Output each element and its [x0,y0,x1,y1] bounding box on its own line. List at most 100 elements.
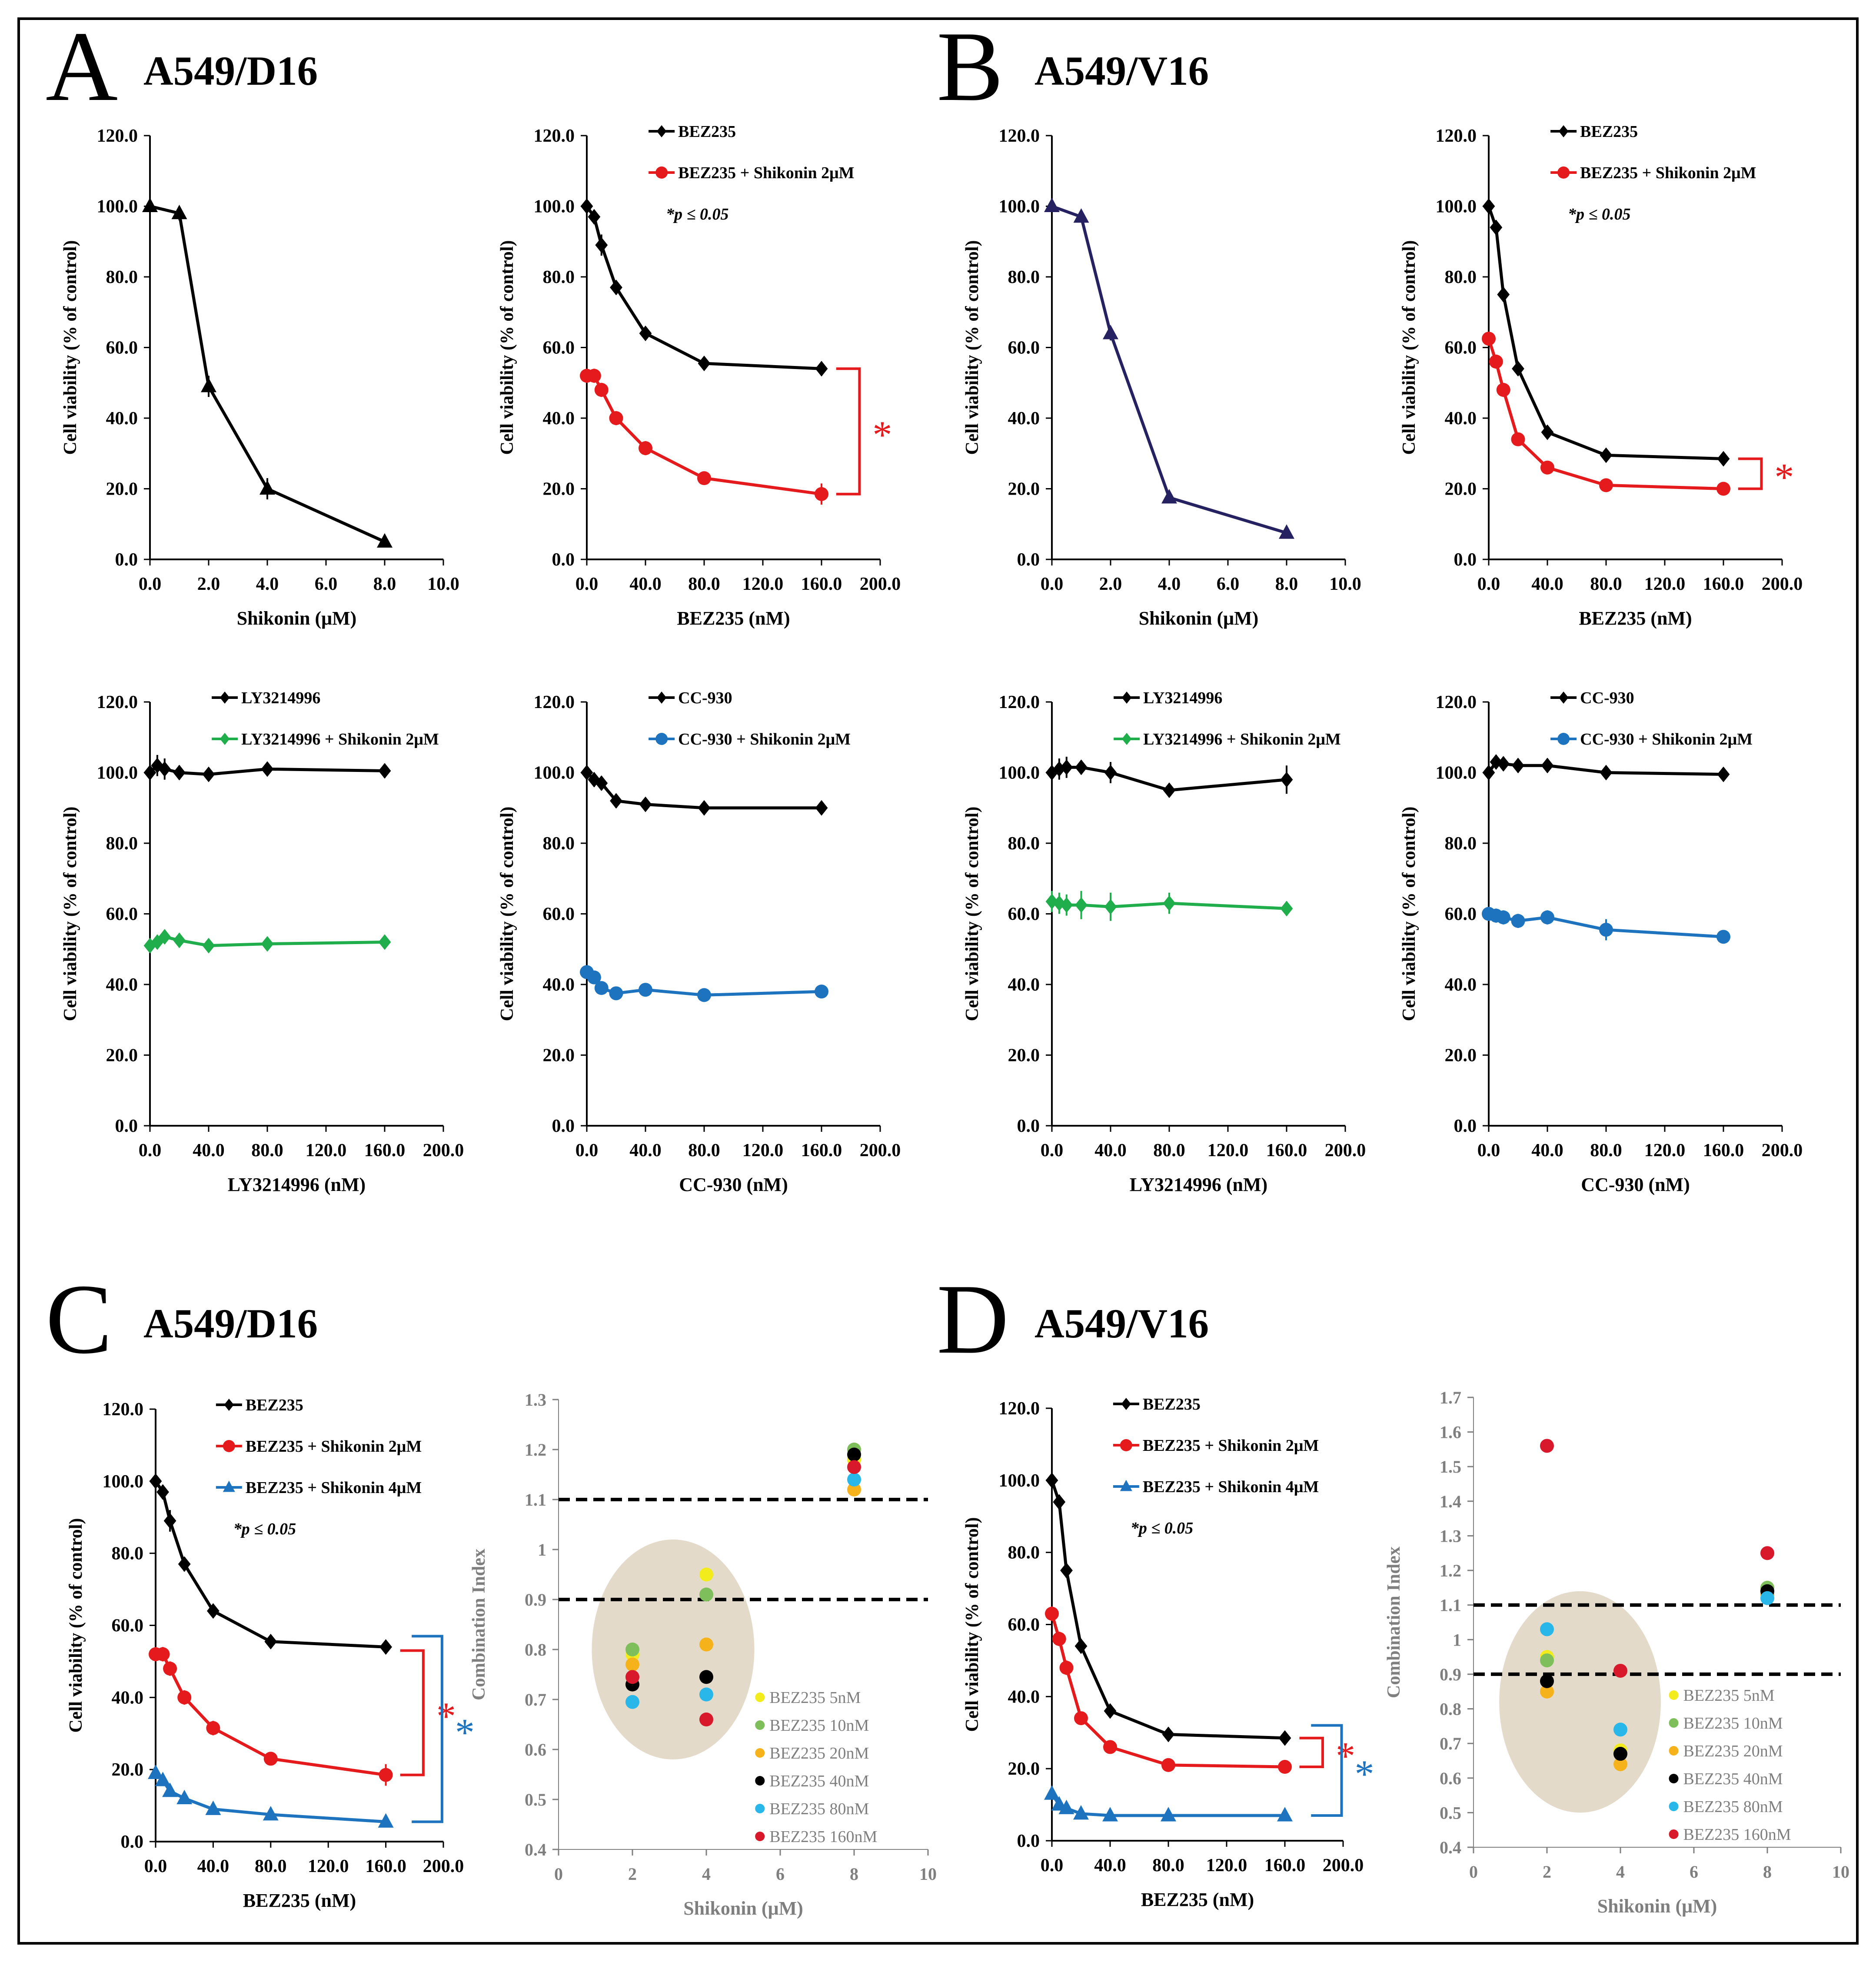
synergy-ellipse [1499,1591,1661,1813]
data-point [609,411,623,425]
significance-note: *p ≤ 0.05 [1131,1519,1193,1537]
x-tick-label: 6.0 [1217,574,1240,594]
series-1 [1045,1606,1292,1774]
y-tick-label: 1.2 [1440,1561,1461,1580]
y-tick-label: 0.0 [1454,550,1477,570]
chart-a1: 0.0 20.0 40.0 60.0 80.0 100.0 120.0 0.0 2.0 4.0 6.… [60,126,459,629]
data-point [1496,910,1510,924]
data-point [815,487,828,501]
y-tick-label: 40.0 [106,975,138,995]
y-tick-label: 80.0 [543,834,575,854]
data-point [1161,1758,1175,1772]
series-line [1050,1613,1285,1769]
x-tick-label: 10.0 [427,574,459,594]
data-point [1599,923,1613,937]
y-tick-label: 100.0 [999,1471,1040,1491]
x-tick-label: 40.0 [1531,574,1563,594]
data-point [1600,447,1613,463]
legend-label: LY3214996 [1143,689,1222,707]
y-tick-label: 60.0 [1008,338,1040,358]
y-tick-label: 0.0 [552,1116,575,1136]
data-point [378,934,391,950]
x-tick-label: 40.0 [197,1856,230,1876]
x-tick-label: 2 [628,1864,637,1884]
significance-star: * [1774,456,1794,499]
y-tick-label: 0.8 [1440,1699,1461,1719]
data-point [1482,332,1496,346]
y-tick-label: 60.0 [106,338,138,358]
legend-label: BEZ235 [678,123,736,141]
legend-label: BEZ235 160nM [1683,1826,1791,1844]
data-point [580,765,593,781]
cell-line-title-c: A549/D16 [143,1300,318,1347]
ci-point [699,1567,713,1582]
ci-point [1540,1653,1554,1668]
x-tick-label: 120.0 [306,1141,347,1161]
data-point [1060,897,1073,913]
x-tick-label: 160.0 [801,1141,842,1161]
x-tick-label: 160.0 [801,574,842,594]
x-tick-label: 6 [1690,1862,1698,1882]
x-tick-label: 8 [1763,1862,1772,1882]
panel-letter-b: B [937,11,1003,122]
significance-note: *p ≤ 0.05 [233,1520,296,1538]
legend-marker [656,125,667,137]
legend-marker [1558,692,1569,704]
ci-point [1540,1439,1554,1453]
cell-line-title-a: A549/D16 [143,48,318,94]
legend-label: BEZ235 20nM [769,1744,869,1762]
y-tick-label: 1.3 [1440,1526,1461,1546]
y-tick-label: 1.1 [1440,1596,1461,1615]
x-axis-label: BEZ235 (nM) [1141,1889,1254,1910]
legend-marker [755,1804,765,1813]
cell-line-title-b: A549/V16 [1034,48,1209,94]
y-tick-label: 20.0 [106,479,138,499]
y-tick-label: 20.0 [543,1046,575,1066]
series-0 [580,198,828,377]
legend-marker [755,1832,765,1841]
ci-point [699,1670,713,1684]
y-tick-label: 0.6 [525,1740,546,1759]
y-tick-label: 120.0 [103,1400,144,1420]
y-axis-label: Cell viability (% of control) [66,1518,86,1733]
significance-bracket [412,1635,443,1823]
x-axis-label: BEZ235 (nM) [1579,608,1692,629]
y-tick-label: 0.8 [525,1640,546,1659]
x-tick-label: 120.0 [1207,1141,1249,1161]
series-1 [1482,907,1730,944]
y-tick-label: 60.0 [543,338,575,358]
data-point [151,934,164,950]
data-point [158,929,171,945]
x-tick-label: 80.0 [1590,574,1622,594]
data-point [259,480,275,495]
series-1 [580,369,828,505]
x-tick-label: 0 [1469,1862,1478,1882]
y-tick-label: 0.5 [525,1790,546,1809]
data-point [595,775,608,791]
legend-marker [755,1720,765,1730]
y-tick-label: 60.0 [106,905,138,924]
ci-point [625,1695,639,1709]
y-axis-label: Cell viability (% of control) [962,240,982,455]
data-point [1044,1785,1060,1800]
data-point [206,1721,220,1735]
data-point [1599,478,1613,492]
y-tick-label: 60.0 [1445,905,1477,924]
data-point [609,986,623,1001]
y-tick-label: 40.0 [1008,1687,1040,1707]
y-tick-label: 40.0 [1445,975,1477,995]
data-point [1280,901,1293,917]
series-2 [1044,1785,1293,1822]
x-tick-label: 160.0 [1703,574,1744,594]
chart-c2: 0.4 0.5 0.6 0.7 0.8 0.9 1 1.1 1.2 1.3 0 2 4 6 8 10 Shiko… [469,1390,937,1919]
significance-note: *p ≤ 0.05 [1568,205,1630,223]
legend-label: LY3214996 [241,689,320,707]
data-point [697,988,711,1002]
data-point [177,1690,192,1705]
x-axis-label: Shikonin (μM) [1139,608,1259,629]
legend-label: CC-930 [678,689,732,707]
y-tick-label: 0.0 [1017,550,1040,570]
chart-b3: 0.0 20.0 40.0 60.0 80.0 100.0 120.0 0.0 40.0 80.0… [962,689,1366,1195]
x-tick-label: 80.0 [688,574,720,594]
legend-label: BEZ235 + Shikonin 2μM [1143,1437,1319,1455]
